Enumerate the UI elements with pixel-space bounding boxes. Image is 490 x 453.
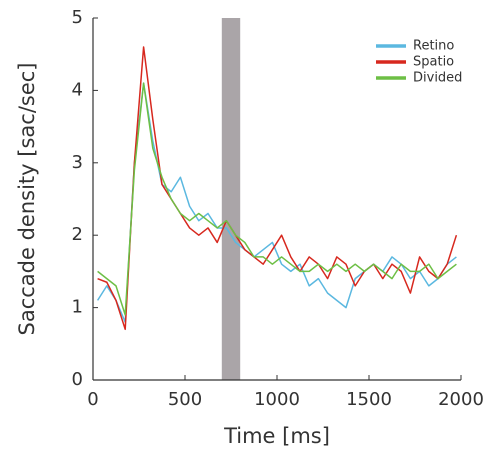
legend-label: Divided [413, 71, 462, 86]
x-tick-label: 500 [168, 389, 202, 410]
series-line [96, 82, 457, 323]
y-axis-label: Saccade density [sac/sec] [15, 63, 39, 336]
legend-label: Retino [413, 39, 454, 54]
x-tick-label: 0 [87, 389, 98, 410]
x-tick-label: 1000 [254, 389, 300, 410]
y-tick-label: 2 [72, 224, 83, 245]
x-axis-label: Time [ms] [223, 424, 330, 448]
y-tick-label: 3 [72, 152, 83, 173]
series-line [97, 82, 457, 316]
series-line [97, 46, 458, 331]
y-tick-label: 5 [72, 7, 83, 28]
x-tick-label: 2000 [438, 389, 484, 410]
y-tick-label: 0 [72, 369, 83, 390]
x-tick-label: 1500 [346, 389, 392, 410]
y-tick-label: 4 [72, 79, 83, 100]
y-tick-label: 1 [72, 297, 83, 318]
shaded-region [221, 18, 241, 380]
legend-label: Spatio [413, 55, 454, 70]
